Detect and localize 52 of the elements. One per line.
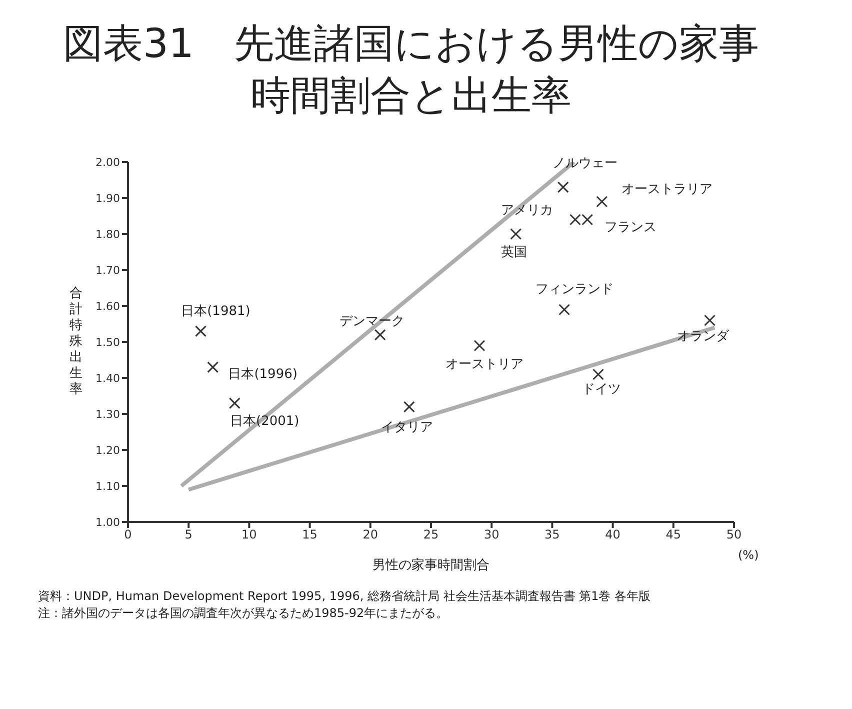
point — [557, 181, 569, 193]
annotation: 日本(1996) — [228, 366, 298, 384]
annotation: ドイツ — [582, 381, 621, 398]
y-tick-label: 1.00 — [96, 516, 120, 529]
point — [228, 397, 240, 409]
annotation: ノルウェー — [552, 155, 618, 172]
y-tick-label: 1.70 — [96, 264, 120, 277]
x-tick-label: 15 — [302, 528, 318, 542]
text: 資料：UNDP, Human Development Report 1995, 1996, 総務省統計局 社会生活基本調査報告書 第1巻 各年版 — [38, 588, 652, 605]
x-tick-label: 10 — [242, 528, 257, 542]
y-tick-label: 1.80 — [96, 228, 120, 241]
y-tick-label: 1.50 — [96, 336, 120, 349]
y-tick-label: 1.60 — [96, 300, 120, 313]
point — [592, 368, 604, 380]
x-tick-label: 20 — [362, 528, 378, 542]
point — [510, 228, 522, 240]
x-tick-label: 45 — [666, 528, 682, 542]
annotation: 日本(2001) — [230, 413, 300, 430]
annotation: オーストラリア — [621, 180, 712, 198]
x-tick-label: 0 — [124, 528, 132, 542]
point — [374, 329, 386, 341]
annotation: 英国 — [500, 244, 527, 261]
point — [194, 325, 206, 337]
x-tick-label: 35 — [544, 528, 560, 542]
y-tick-label: 1.30 — [96, 408, 120, 421]
chart-title: 図表31 先進諸国における男性の家事時間割合と出生率 — [62, 20, 760, 121]
x-tick-label: 50 — [726, 528, 742, 542]
y-tick-label: 2.00 — [96, 156, 120, 169]
point — [704, 314, 716, 326]
y-tick-label: 1.20 — [96, 444, 120, 457]
x-tick-label: 5 — [184, 528, 192, 542]
point — [403, 401, 415, 413]
y-tick-label: 1.10 — [96, 480, 120, 493]
text: (%) — [738, 548, 759, 562]
annotation: オーストリア — [445, 356, 524, 373]
point — [474, 340, 486, 352]
text: 注：諸外国のデータは各国の調査年次が異なるため1985-92年にまたがる。 — [38, 605, 450, 622]
x-axis-title: 男性の家事時間割合 — [372, 557, 490, 574]
y-tick-label: 1.40 — [96, 372, 120, 385]
x-tick-label: 25 — [423, 528, 439, 542]
annotation: 日本(1981) — [181, 303, 250, 320]
x-tick-label: 30 — [484, 528, 500, 542]
y-tick-label: 1.90 — [96, 192, 120, 205]
point — [558, 304, 570, 316]
point — [207, 361, 219, 373]
point — [596, 196, 608, 208]
x-tick-label: 40 — [605, 528, 620, 542]
annotation: フランス — [604, 218, 656, 236]
annotation: アメリカ — [501, 202, 554, 219]
annotation: フィンランド — [535, 280, 614, 298]
y-axis-title: 合計特殊出生率 — [68, 286, 84, 398]
annotation: デンマーク — [340, 312, 405, 330]
